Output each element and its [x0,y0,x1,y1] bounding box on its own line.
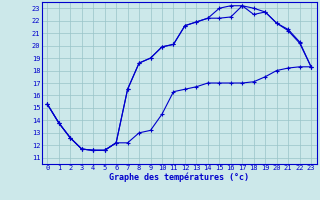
X-axis label: Graphe des températures (°c): Graphe des températures (°c) [109,173,249,182]
